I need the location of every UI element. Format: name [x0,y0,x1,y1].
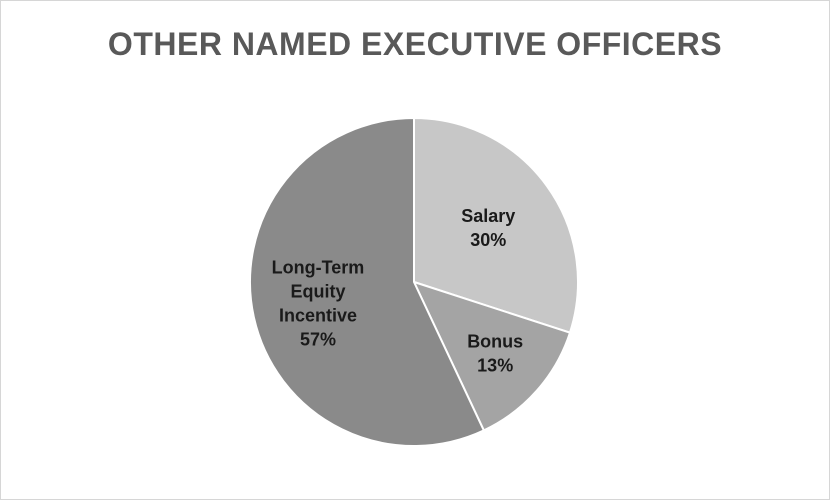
pie-slice-long-term-equity-incentive [249,116,486,447]
pie-slice-bonus [412,280,572,432]
pie-labels: Salary 30% Bonus 13% Long-Term Equity Incentiv… [272,206,524,376]
slice-pct-bonus: 13% [477,356,513,376]
slice-label-salary: Salary [461,206,515,226]
slice-pct-long-term-equity-incentive: 57% [300,329,336,349]
slice-label-long-term-equity-incentive: Long-Term Equity Incentive [272,257,365,325]
slice-pct-salary: 30% [470,230,506,250]
pie-slice-salary [413,116,579,334]
chart-title: OTHER NAMED EXECUTIVE OFFICERS [107,26,723,62]
slice-label-bonus: Bonus [467,332,523,352]
pie-slices [249,116,579,447]
